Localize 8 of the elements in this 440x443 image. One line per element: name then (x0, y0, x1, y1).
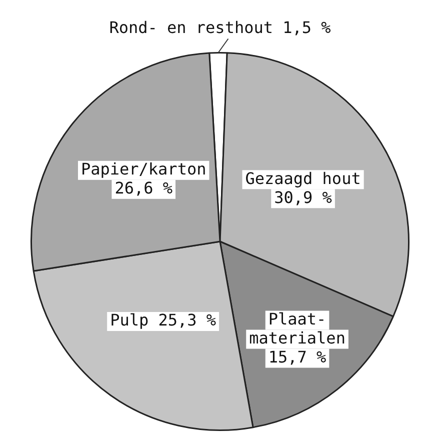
slice-label: Pulp 25,3 % (110, 310, 216, 330)
data-label: 26,6 % (114, 178, 173, 198)
slice-label: Rond- en resthout 1,5 % (109, 18, 332, 37)
data-label: 30,9 % (274, 188, 332, 207)
slice-label: Gezaagd hout (245, 168, 361, 188)
data-label: 15,7 % (268, 347, 327, 366)
slice-label: Plaat-materialen (249, 309, 346, 348)
slice-label: Papier/karton (80, 160, 206, 179)
